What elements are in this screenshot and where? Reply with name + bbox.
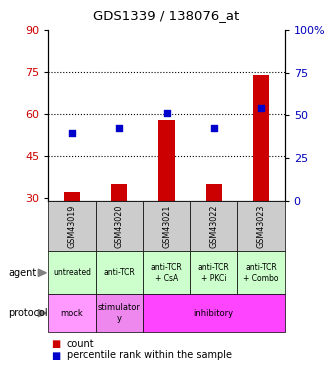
Bar [48,294,96,332]
Bar [96,251,143,294]
Point [211,125,216,131]
Text: ■: ■ [52,339,61,349]
Text: GDS1339 / 138076_at: GDS1339 / 138076_at [93,9,240,22]
Text: GSM43022: GSM43022 [209,204,218,248]
Text: anti-TCR
+ CsA: anti-TCR + CsA [151,263,182,282]
Text: percentile rank within the sample: percentile rank within the sample [67,351,231,360]
Bar [143,201,190,251]
Bar [48,201,96,251]
Text: GSM43020: GSM43020 [115,204,124,248]
Text: anti-TCR
+ Combo: anti-TCR + Combo [243,263,279,282]
Bar [111,184,128,201]
Point [258,105,264,111]
Text: ■: ■ [52,351,61,360]
Bar [143,251,190,294]
Text: inhibitory: inhibitory [194,309,234,318]
Point [164,110,169,116]
Text: GSM43021: GSM43021 [162,204,171,248]
Bar [143,294,285,332]
Polygon shape [38,269,46,276]
Text: untreated: untreated [53,268,91,278]
Bar [96,294,143,332]
Bar [237,201,285,251]
Text: anti-TCR: anti-TCR [103,268,135,278]
Bar [158,120,175,201]
Bar [205,184,222,201]
Bar [64,192,80,201]
Bar [237,251,285,294]
Bar [190,201,237,251]
Text: count: count [67,339,94,349]
Bar [48,251,96,294]
Text: GSM43019: GSM43019 [67,204,77,248]
Polygon shape [38,309,46,317]
Text: stimulator
y: stimulator y [98,303,141,323]
Bar [96,201,143,251]
Text: anti-TCR
+ PKCi: anti-TCR + PKCi [198,263,230,282]
Bar [253,75,269,201]
Text: mock: mock [61,309,83,318]
Point [117,125,122,131]
Point [69,130,75,136]
Bar [190,251,237,294]
Text: GSM43023: GSM43023 [256,204,266,248]
Text: protocol: protocol [8,308,48,318]
Text: agent: agent [8,268,37,278]
